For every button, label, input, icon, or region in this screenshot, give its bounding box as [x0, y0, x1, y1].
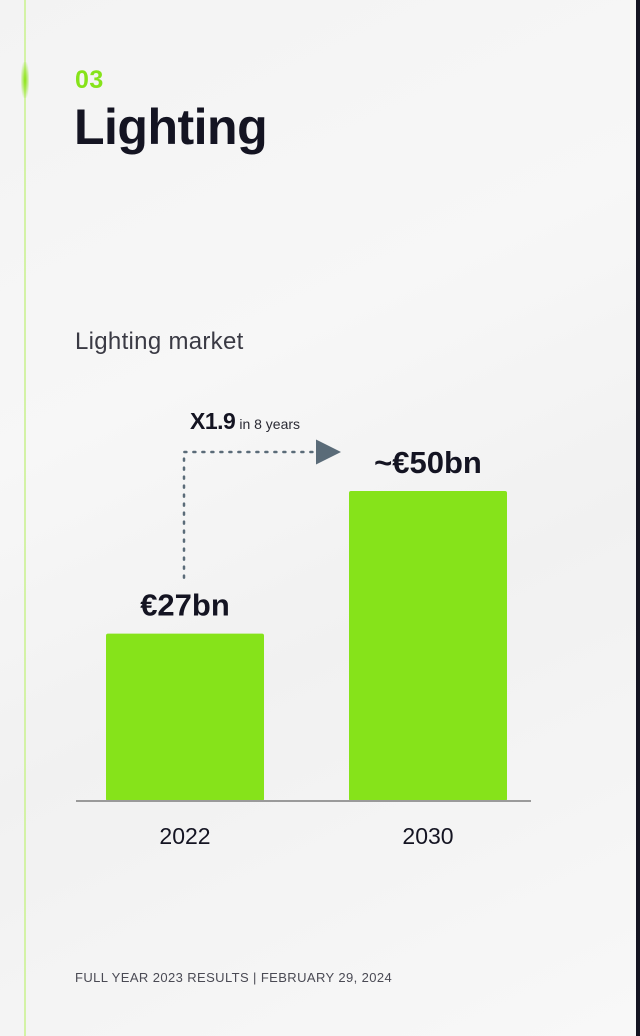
x-tick-label-2022: 2022	[159, 823, 210, 849]
growth-period: in 8 years	[239, 416, 301, 432]
data-label-2030: ~€50bn	[374, 445, 482, 480]
footer-text: FULL YEAR 2023 RESULTS | FEBRUARY 29, 20…	[75, 970, 393, 985]
section-number: 03	[75, 66, 104, 94]
x-tick-label-2030: 2030	[402, 823, 453, 849]
right-edge-border	[636, 0, 640, 1036]
chart-title: Lighting market	[75, 328, 244, 355]
bar-2022	[106, 633, 264, 801]
growth-factor: X1.9	[190, 408, 236, 434]
left-accent-rule	[24, 0, 26, 1036]
section-title: Lighting	[74, 99, 268, 155]
growth-arrow	[182, 439, 341, 579]
bar-2030	[349, 491, 507, 801]
growth-annotation: X1.9 in 8 years	[190, 408, 300, 435]
accent-glow-marker	[21, 62, 29, 98]
data-label-2022: €27bn	[140, 588, 230, 623]
